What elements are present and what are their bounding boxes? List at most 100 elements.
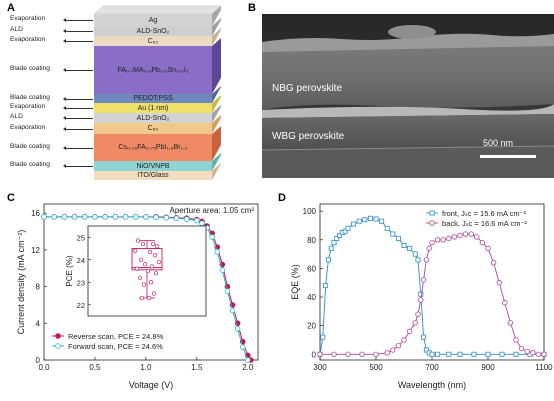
data-point	[530, 350, 536, 356]
x-axis-label: Wavelength (nm)	[398, 380, 466, 390]
layer-label: Ag	[148, 16, 158, 24]
plot-frame	[43, 203, 259, 361]
eqe-chart: 300 500 700 900 1100 0 20 40 60 80 100 Wavelength (…	[290, 203, 553, 390]
process-arrow	[66, 108, 93, 109]
data-point	[395, 235, 401, 241]
layer-label: ITO/Glass	[137, 172, 169, 179]
process-label: Evaporation	[10, 123, 46, 131]
inset-y-axis-label: PCE (%)	[65, 255, 74, 286]
data-point	[415, 311, 421, 317]
inset-y-tick-label: 25	[77, 233, 85, 242]
data-point	[379, 218, 385, 224]
stack-layer: PEDOT:PSS	[94, 94, 212, 103]
arrow-head	[63, 18, 66, 23]
stack-layer: C₆₀	[94, 123, 212, 134]
data-point	[173, 215, 180, 222]
x-tick-label: 1.0	[140, 363, 152, 372]
process-arrow	[66, 98, 93, 100]
data-point	[51, 214, 57, 220]
legend-label: Forward scan, PCE = 24.6%	[68, 342, 163, 351]
data-point	[334, 235, 340, 241]
data-point	[412, 251, 418, 257]
data-point	[390, 231, 396, 237]
series-line	[320, 233, 544, 355]
inset-data-point	[150, 241, 156, 247]
series-line	[319, 217, 544, 355]
data-point	[229, 307, 236, 314]
inset-data-point	[151, 291, 157, 296]
process-arrow	[66, 128, 93, 130]
data-point	[41, 214, 47, 220]
data-point	[122, 214, 129, 220]
data-point	[499, 351, 505, 357]
data-point	[351, 221, 357, 227]
process-label: Blade coating	[10, 93, 50, 101]
data-point	[199, 220, 205, 227]
layer-label: C₆₀	[147, 125, 159, 132]
x-tick-label: 300	[313, 363, 327, 372]
data-point	[446, 235, 452, 242]
data-point	[407, 245, 413, 251]
data-point	[496, 280, 502, 286]
data-point	[406, 328, 413, 335]
data-point	[317, 351, 323, 357]
data-point	[524, 348, 530, 355]
arrow-head	[63, 29, 66, 34]
legend-marker	[429, 210, 435, 216]
data-point	[61, 214, 68, 220]
data-point	[356, 218, 362, 224]
data-point	[462, 231, 469, 237]
data-point	[485, 351, 491, 357]
x-tick-label: 2.0	[242, 363, 254, 372]
panel-letter-b: B	[248, 2, 256, 14]
data-point	[71, 214, 78, 220]
data-point	[446, 351, 452, 357]
arrow-head	[63, 126, 66, 131]
inset-data-point	[132, 248, 138, 253]
data-point	[234, 326, 241, 332]
data-point	[418, 297, 424, 303]
data-point	[323, 283, 329, 289]
inset-data-point	[147, 249, 153, 255]
layer-label: C₆₀	[147, 37, 159, 45]
arrow-head	[63, 116, 66, 121]
y-tick-label: 12	[31, 246, 40, 255]
data-point	[429, 351, 435, 357]
x-tick-label: 500	[369, 363, 383, 372]
process-arrow	[66, 70, 93, 71]
x-tick-label: 900	[481, 363, 495, 372]
data-point	[395, 342, 402, 349]
y-tick-label: 60	[307, 264, 316, 273]
stack-layer: ALD-SnO₂	[94, 26, 212, 36]
panel-letter-a: A	[7, 2, 15, 14]
data-point	[209, 234, 215, 240]
data-point	[513, 337, 519, 343]
nbg-perovskite-label: NBG perovskite	[272, 83, 343, 94]
arrow-head	[63, 39, 66, 44]
data-point	[112, 214, 119, 220]
arrow-head	[63, 145, 66, 150]
data-point	[435, 351, 441, 357]
data-point	[337, 232, 343, 238]
data-point	[183, 216, 190, 222]
process-label: ALD	[10, 26, 23, 33]
data-point	[102, 214, 108, 220]
y-tick-label: 4	[36, 319, 41, 328]
inset-data-point	[137, 275, 143, 280]
layer-label: Au (1 nm)	[137, 104, 169, 112]
sem-cross-section-image: NBG perovskite WBG perovskite 500 nm	[262, 14, 554, 178]
data-point	[513, 351, 519, 357]
data-point	[359, 351, 365, 357]
data-point	[457, 351, 463, 357]
device-stack-schematic: Ag Evaporation ALD-SnO₂ ALD C₆₀ Evaporation FA…	[0, 0, 245, 180]
inset-y-tick-label: 22	[77, 301, 85, 310]
process-label: Blade coating	[10, 142, 50, 150]
data-point	[81, 214, 88, 220]
data-point	[421, 334, 427, 340]
data-point	[92, 214, 98, 220]
legend-label: back, Jₛᴄ = 16.6 mA cm⁻²	[442, 219, 527, 228]
x-tick-label: 1.5	[191, 363, 203, 372]
data-point	[342, 228, 348, 234]
data-point	[471, 351, 477, 357]
legend-marker	[429, 220, 435, 226]
